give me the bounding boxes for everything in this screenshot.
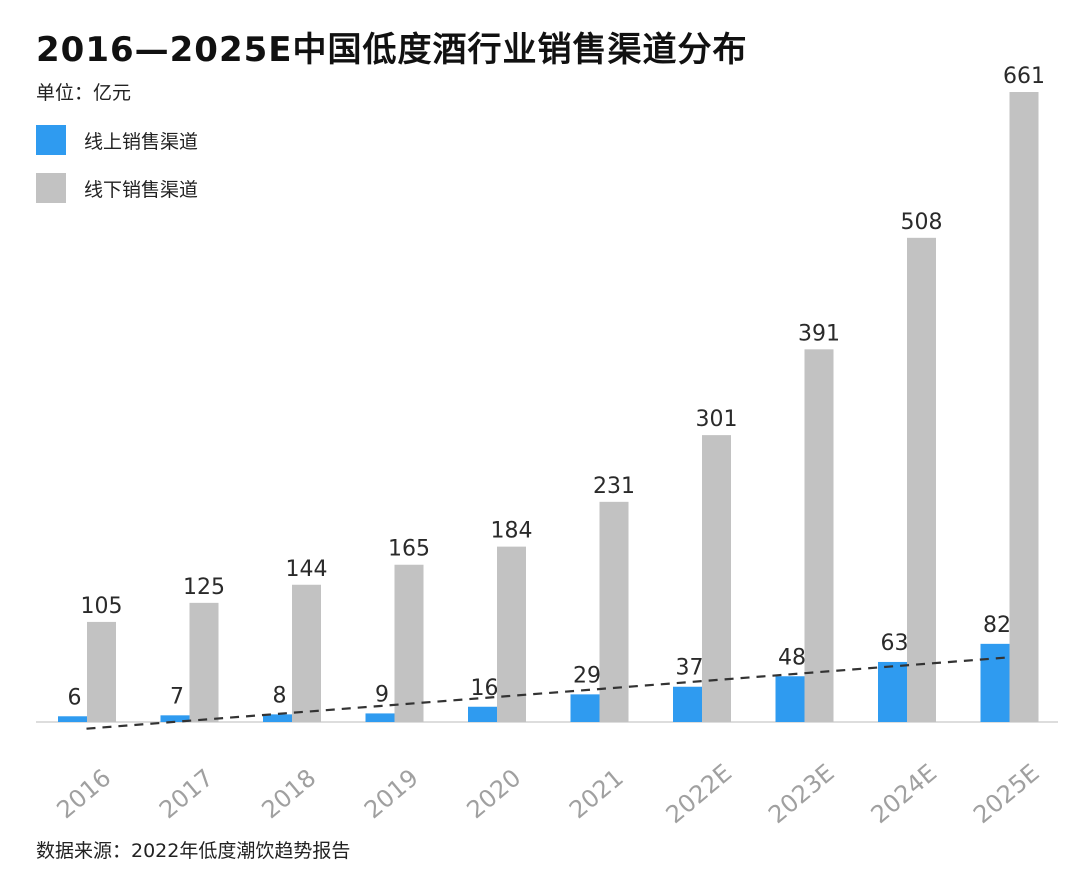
data-label-online-2017: 7 [170,684,184,709]
bar-offline-2025E [1009,92,1039,722]
bar-offline-2019 [394,564,424,722]
bar-offline-2021 [599,501,629,722]
data-label-online-2022E: 37 [676,656,704,681]
source-note: 数据来源：2022年低度潮饮趋势报告 [36,840,351,862]
data-label-online-2025E: 82 [983,613,1011,638]
data-label-offline-2016: 105 [81,594,123,619]
trendline-online [86,656,1012,730]
unit-label: 单位：亿元 [36,82,132,104]
x-tick-label-2024E: 2024E [866,759,942,829]
data-label-online-2019: 9 [375,682,389,707]
data-label-online-2018: 8 [273,683,287,708]
legend-label-online: 线上销售渠道 [84,130,199,153]
data-label-online-2016: 6 [68,685,82,710]
bar-offline-2016 [87,621,116,722]
legend-swatch-offline [36,173,66,203]
bar-online-2021 [570,694,600,722]
data-label-offline-2018: 144 [286,557,328,582]
data-label-online-2024E: 63 [881,631,909,656]
bar-online-2025E [980,643,1010,722]
chart-title: 2016—2025E中国低度酒行业销售渠道分布 [36,30,748,70]
bar-offline-2018 [292,584,321,722]
legend-swatch-online [36,125,66,155]
data-label-online-2021: 29 [573,663,601,688]
legend-label-offline: 线下销售渠道 [84,178,199,201]
x-tick-label-2017: 2017 [154,764,219,825]
bar-online-2022E [673,686,702,722]
x-tick-label-2019: 2019 [359,764,424,825]
bar-online-2017 [160,715,190,722]
bar-offline-2024E [907,237,936,722]
x-tick-label-2025E: 2025E [968,759,1044,829]
legend: 线上销售渠道 线下销售渠道 [36,124,198,220]
x-tick-label-2023E: 2023E [763,759,839,829]
legend-item-online: 线上销售渠道 [36,124,198,156]
bar-online-2020 [468,706,497,722]
x-tick-label-2016: 2016 [51,764,116,825]
data-label-offline-2017: 125 [183,575,225,600]
data-label-online-2020: 16 [471,676,499,701]
x-tick-label-2020: 2020 [461,764,526,825]
bar-offline-2020 [497,546,526,722]
data-label-offline-2023E: 391 [798,321,840,346]
x-tick-label-2022E: 2022E [661,759,737,829]
x-tick-label-2018: 2018 [256,764,321,825]
x-tick-label-2021: 2021 [564,764,629,825]
data-label-offline-2025E: 661 [1003,64,1045,89]
bar-online-2016 [58,716,87,722]
data-label-offline-2024E: 508 [901,210,943,235]
bar-online-2018 [263,714,292,722]
data-label-offline-2021: 231 [593,474,635,499]
bar-online-2019 [365,713,395,722]
bar-offline-2023E [804,349,834,722]
data-label-offline-2020: 184 [491,519,533,544]
data-label-offline-2022E: 301 [696,407,738,432]
bar-online-2023E [775,676,805,722]
bar-offline-2017 [189,602,219,722]
legend-item-offline: 线下销售渠道 [36,172,198,204]
data-label-offline-2019: 165 [388,537,430,562]
bar-online-2024E [878,661,907,722]
bar-offline-2022E [702,435,731,722]
data-label-online-2023E: 48 [778,645,806,670]
